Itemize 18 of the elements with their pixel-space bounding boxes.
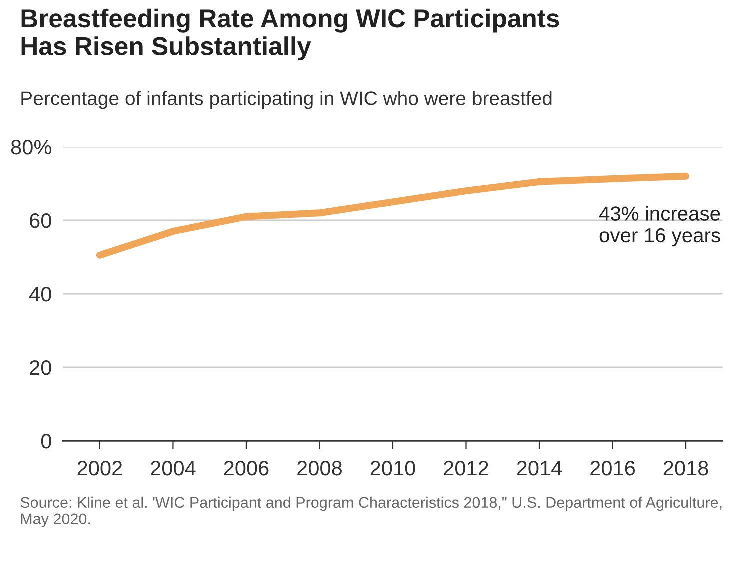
x-tick-label: 2002: [78, 460, 122, 476]
x-tick-label: 2012: [444, 460, 488, 476]
y-tick-label: 20: [30, 360, 52, 376]
x-tick-label: 2004: [151, 460, 196, 476]
annotation: 43% increase over 16 years: [599, 206, 720, 247]
chart-title: Breastfeeding Rate Among WIC Participants Has Risen Substantially: [22, 8, 560, 61]
y-tick-label: 80%: [11, 140, 52, 155]
x-tick-label: 2016: [590, 460, 636, 476]
x-tick-label: 2008: [298, 460, 342, 476]
y-tick-label: 0: [41, 434, 52, 449]
chart-subtitle: Percentage of infants participating in WIC who were breastfed: [22, 91, 552, 110]
y-tick-label: 40: [30, 287, 52, 302]
source-note: Source: Kline et al. 'WIC Participant and Program Characteristics 2018," U.S. Department of Agriculture, May 2020.: [20, 496, 722, 528]
x-tick-label: 2018: [664, 460, 708, 476]
x-tick-label: 2006: [224, 460, 269, 476]
y-tick-label: 60: [30, 214, 52, 228]
x-tick-label: 2014: [517, 460, 562, 476]
x-tick-label: 2010: [370, 460, 416, 476]
